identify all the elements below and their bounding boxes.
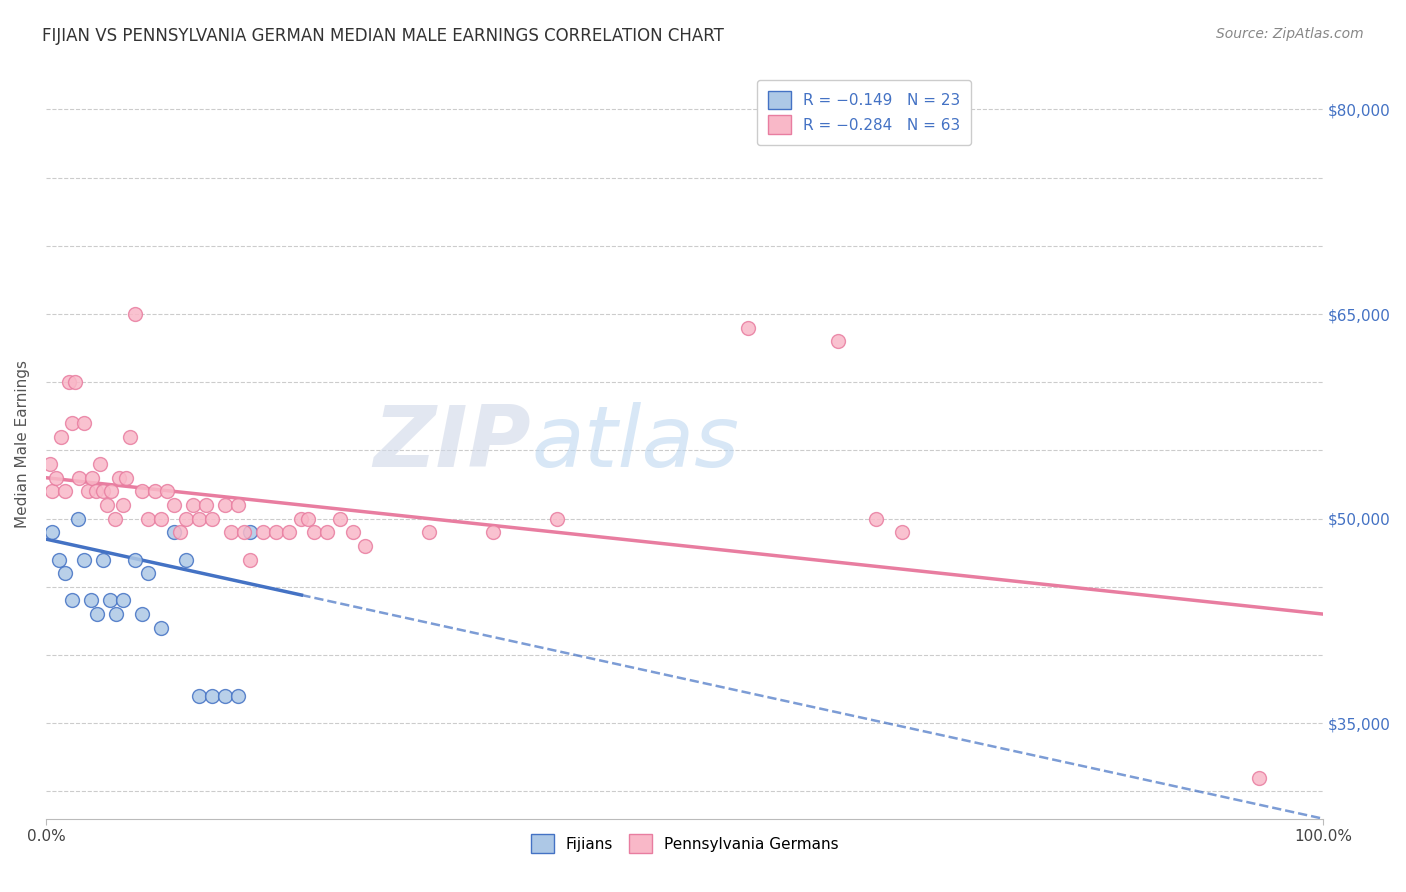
Point [1249,771,1271,785]
Point [546,511,568,525]
Point [89,457,111,471]
Point [104,511,127,525]
Point [120,430,142,444]
Point [60,593,83,607]
Point [73,552,96,566]
Point [239,552,262,566]
Point [73,416,96,430]
Point [67,471,90,485]
Point [181,498,204,512]
Point [149,511,172,525]
Point [163,498,186,512]
Point [252,525,274,540]
Point [77,484,100,499]
Point [124,552,146,566]
Point [111,593,134,607]
Point [737,320,759,334]
Point [163,525,186,540]
Point [66,511,89,525]
Point [100,484,122,499]
Point [79,593,101,607]
Point [41,525,63,540]
Text: atlas: atlas [531,402,740,485]
Point [890,525,912,540]
Point [827,334,849,349]
Point [48,552,70,566]
Point [354,539,377,553]
Point [277,525,299,540]
Point [93,484,115,499]
Text: FIJIAN VS PENNSYLVANIA GERMAN MEDIAN MALE EARNINGS CORRELATION CHART: FIJIAN VS PENNSYLVANIA GERMAN MEDIAN MAL… [42,27,724,45]
Point [96,498,118,512]
Point [143,484,166,499]
Point [194,498,217,512]
Point [53,484,76,499]
Point [136,511,159,525]
Point [93,552,115,566]
Point [226,498,249,512]
Point [105,607,128,621]
Text: Source: ZipAtlas.com: Source: ZipAtlas.com [1216,27,1364,41]
Point [51,430,73,444]
Point [41,484,63,499]
Point [342,525,364,540]
Point [84,484,107,499]
Point [233,525,256,540]
Point [107,471,129,485]
Point [124,307,146,321]
Point [176,552,198,566]
Point [45,471,67,485]
Point [111,498,134,512]
Point [214,689,236,703]
Point [169,525,191,540]
Point [239,525,262,540]
Point [201,511,224,525]
Point [316,525,339,540]
Point [176,511,198,525]
Point [201,689,224,703]
Point [131,607,153,621]
Point [131,484,153,499]
Point [98,593,121,607]
Point [226,689,249,703]
Point [290,511,312,525]
Point [297,511,319,525]
Point [60,416,83,430]
Point [302,525,325,540]
Point [865,511,887,525]
Point [156,484,179,499]
Point [53,566,76,581]
Y-axis label: Median Male Earnings: Median Male Earnings [15,359,30,528]
Point [188,689,211,703]
Point [418,525,440,540]
Point [136,566,159,581]
Point [329,511,352,525]
Point [115,471,138,485]
Point [80,471,103,485]
Legend: Fijians, Pennsylvania Germans: Fijians, Pennsylvania Germans [520,823,849,863]
Point [188,511,211,525]
Text: ZIP: ZIP [374,402,531,485]
Point [86,607,108,621]
Point [264,525,287,540]
Point [65,376,87,390]
Point [214,498,236,512]
Point [58,376,80,390]
Point [38,457,60,471]
Point [149,621,172,635]
Point [482,525,505,540]
Point [219,525,242,540]
